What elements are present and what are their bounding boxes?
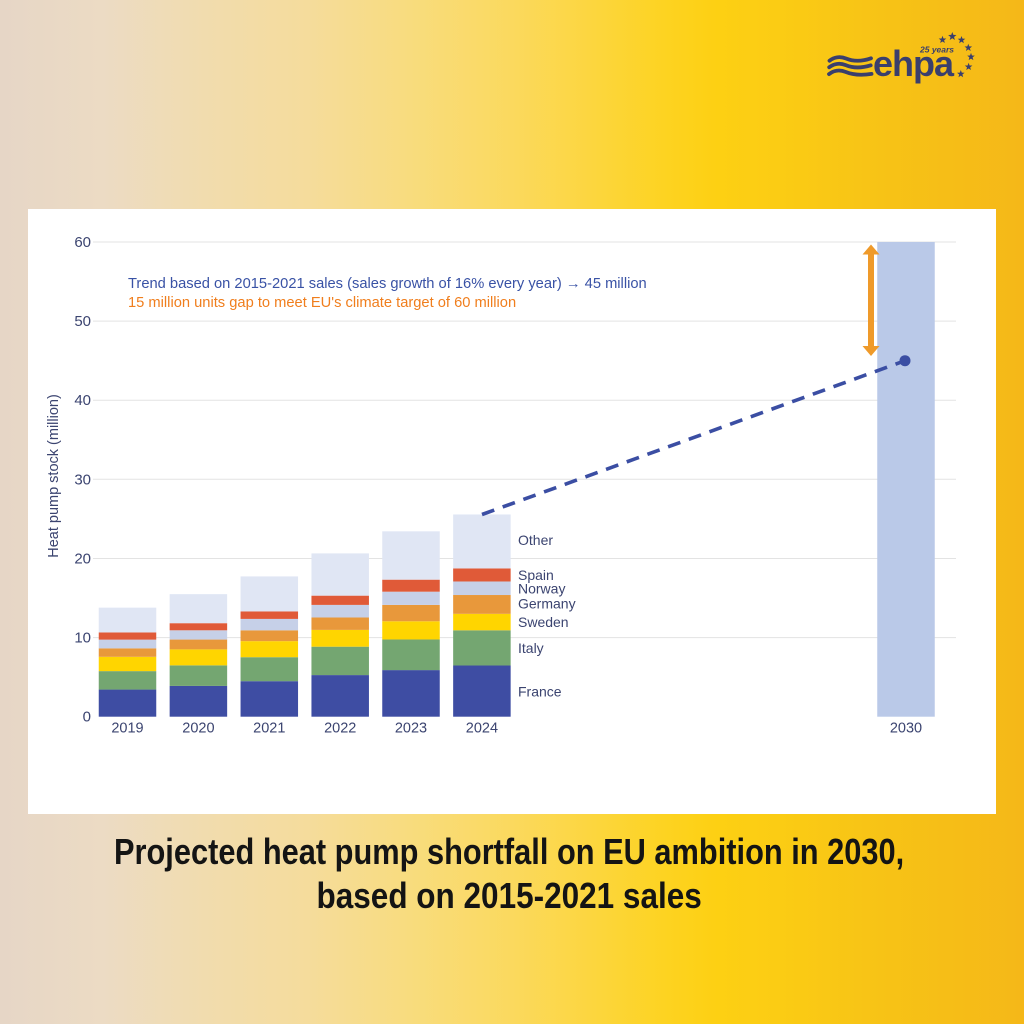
svg-text:10: 10: [74, 630, 91, 647]
svg-text:15 million units gap to meet E: 15 million units gap to meet EU's climat…: [128, 295, 516, 311]
svg-text:60: 60: [74, 234, 91, 251]
svg-text:2020: 2020: [182, 721, 214, 737]
svg-text:France: France: [518, 684, 562, 700]
svg-text:20: 20: [74, 551, 91, 568]
svg-text:0: 0: [83, 709, 91, 726]
svg-text:Italy: Italy: [518, 640, 544, 656]
svg-text:2023: 2023: [395, 721, 427, 737]
svg-text:Trend based on 2015-2021 sales: Trend based on 2015-2021 sales (sales gr…: [128, 276, 647, 292]
svg-text:25 years: 25 years: [919, 45, 954, 55]
svg-text:Spain: Spain: [518, 567, 554, 583]
svg-text:2022: 2022: [324, 721, 356, 737]
svg-text:Other: Other: [518, 532, 553, 548]
svg-text:30: 30: [74, 471, 91, 488]
svg-text:Heat pump stock (million): Heat pump stock (million): [46, 394, 62, 558]
svg-text:2019: 2019: [111, 721, 143, 737]
svg-text:40: 40: [74, 392, 91, 409]
svg-text:2030: 2030: [890, 721, 922, 737]
svg-text:Germany: Germany: [518, 596, 576, 612]
svg-text:Sweden: Sweden: [518, 614, 569, 630]
svg-text:2021: 2021: [253, 721, 285, 737]
svg-text:2024: 2024: [466, 721, 498, 737]
svg-text:50: 50: [74, 313, 91, 330]
svg-text:ehpa: ehpa: [873, 43, 955, 84]
svg-text:Norway: Norway: [518, 581, 565, 597]
